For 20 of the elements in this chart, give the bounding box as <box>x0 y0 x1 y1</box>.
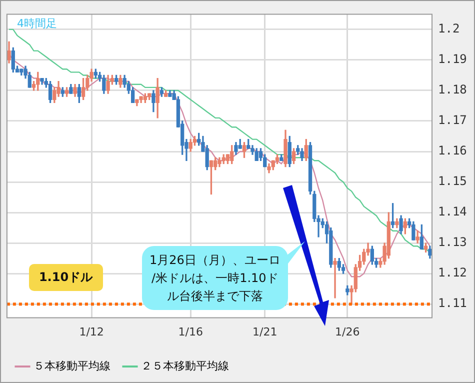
annotation: 1月26日（月）、ユーロ/米ドルは、一時1.10ドル台後半まで下落 <box>142 246 288 310</box>
x-tick-label: 1/21 <box>252 325 278 338</box>
y-tick-label: 1.17 <box>438 113 467 128</box>
x-tick-label: 1/12 <box>79 325 104 338</box>
y-tick-label: 1.11 <box>438 296 467 310</box>
candlestick <box>333 258 337 298</box>
ref-line-label: 1.10ドル <box>28 264 103 292</box>
y-tick-label: 1.16 <box>438 144 467 158</box>
annotation: 4時間足 <box>16 16 57 32</box>
y-tick-label: 1.2 <box>438 22 460 36</box>
x-tick-label: 1/16 <box>178 325 203 338</box>
y-tick-label: 1.18 <box>438 82 467 97</box>
y-tick-label: 1.13 <box>438 235 467 250</box>
legend-label: ５本移動平均線 <box>34 359 110 372</box>
y-tick-label: 1.19 <box>438 52 467 66</box>
y-tick-label: 1.14 <box>438 204 467 219</box>
y-tick-label: 1.15 <box>438 174 467 188</box>
x-tick-label: 1/26 <box>335 325 360 338</box>
y-tick-label: 1.12 <box>438 266 467 280</box>
legend-label: ２５本移動平均線 <box>141 359 229 372</box>
